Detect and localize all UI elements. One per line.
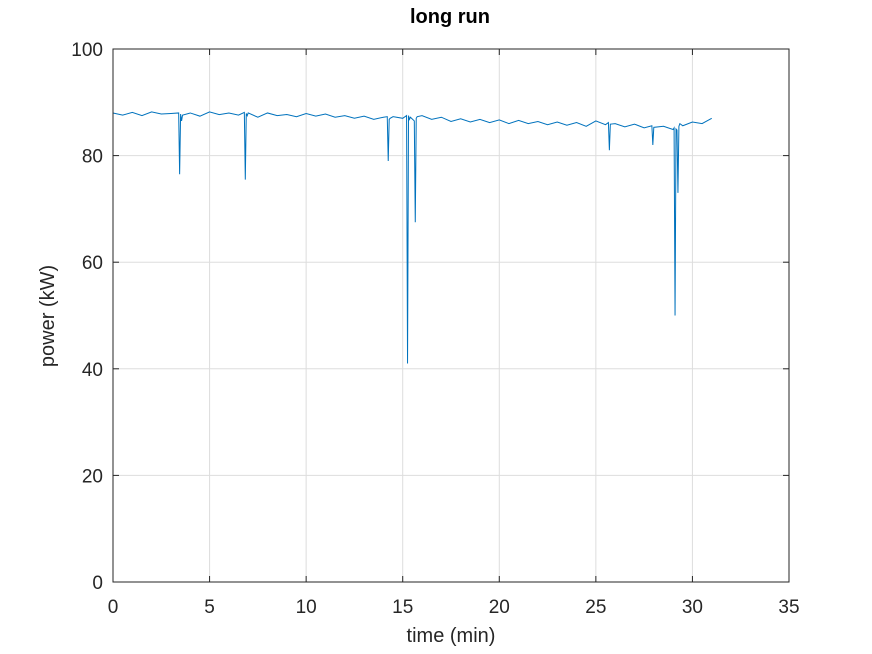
x-tick-label: 5 [204, 597, 215, 618]
x-tick-label: 25 [585, 597, 606, 618]
grid [113, 49, 789, 582]
y-tick-label: 40 [82, 360, 103, 381]
x-tick-label: 15 [392, 597, 413, 618]
chart-title: long run [410, 6, 490, 28]
y-tick-label: 60 [82, 253, 103, 274]
series-line-power [112, 111, 712, 364]
y-tick-label: 100 [71, 40, 103, 61]
x-tick-label: 20 [489, 597, 510, 618]
x-tick-label: 35 [778, 597, 799, 618]
y-tick-label: 20 [82, 466, 103, 487]
y-axis-label: power (kW) [37, 265, 59, 367]
x-tick-label: 0 [108, 597, 119, 618]
y-tick-label: 0 [92, 573, 103, 594]
x-axis-label: time (min) [407, 625, 496, 647]
series-layer [112, 111, 712, 364]
axis-ticks: 0 5 10 15 20 25 30 35 0 20 40 60 80 100 [71, 40, 799, 618]
x-tick-label: 10 [296, 597, 317, 618]
x-tick-label: 30 [682, 597, 703, 618]
y-tick-label: 80 [82, 147, 103, 168]
plot-area-frame [112, 48, 790, 583]
